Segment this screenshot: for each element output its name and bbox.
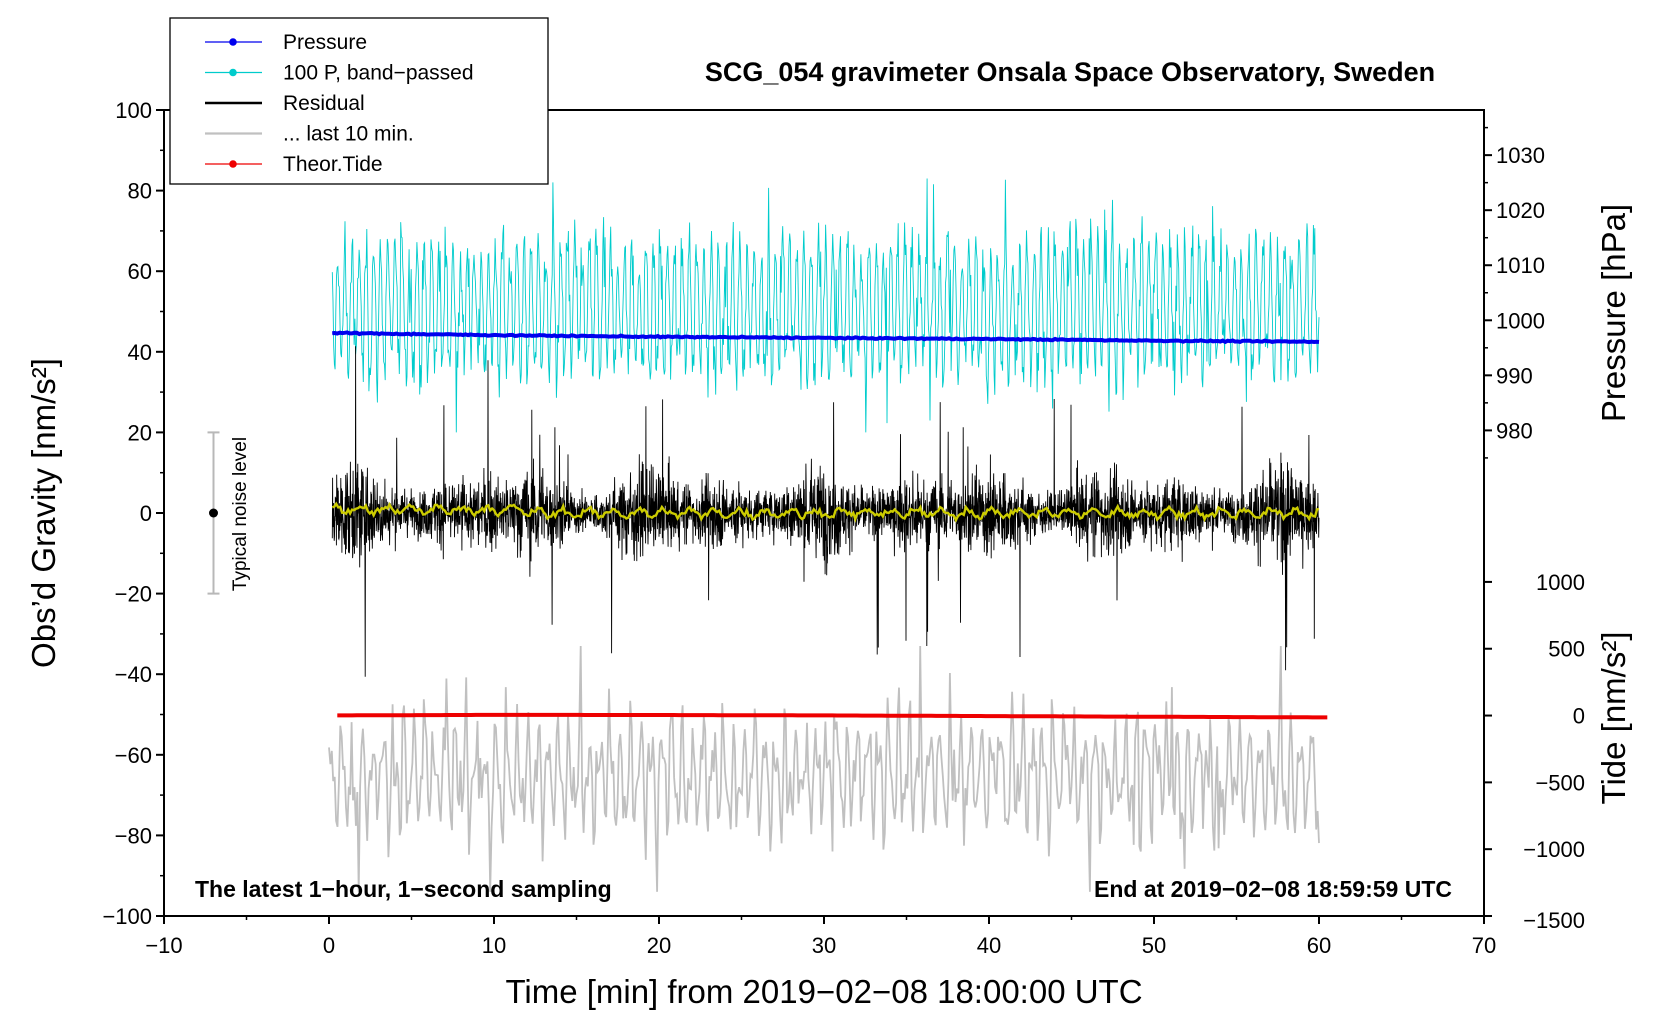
y-tick-label: −80 — [115, 823, 152, 848]
y-tick-label: 0 — [140, 501, 152, 526]
y-tick-label: −60 — [115, 743, 152, 768]
pressure-series — [332, 330, 1320, 345]
tide-tick-label: −1500 — [1523, 908, 1585, 933]
legend-marker — [229, 160, 237, 168]
noise-level-label: Typical noise level — [230, 437, 251, 591]
tide-tick-label: 500 — [1548, 637, 1585, 662]
y-axis-pressure-title: Pressure [hPa] — [1595, 204, 1632, 422]
y-tick-label: 100 — [115, 98, 152, 123]
legend: Pressure 100 P, band−passed Residual ... la… — [169, 17, 549, 185]
pressure-tick-label: 1000 — [1496, 308, 1545, 333]
tide-tick-label: −500 — [1535, 770, 1585, 795]
y-axis-left: −100 −80 −60 −40 −20 0 20 40 60 80 100 — [102, 98, 164, 929]
y-tick-label: 80 — [128, 179, 152, 204]
last-10-min-series — [328, 645, 1320, 892]
legend-marker — [229, 68, 237, 77]
x-tick-label: 50 — [1142, 933, 1166, 958]
x-tick-label: 0 — [323, 933, 335, 958]
smoothed-residual-series — [331, 501, 1320, 523]
last-10-min-line — [328, 645, 1320, 892]
legend-label: ... last 10 min. — [283, 123, 414, 146]
x-tick-label: 20 — [647, 933, 671, 958]
x-tick-label: 60 — [1307, 933, 1331, 958]
legend-label: Theor.Tide — [283, 153, 383, 176]
pressure-dots — [332, 331, 1317, 343]
y-axis-left-title: Obs’d Gravity [nm/s²] — [25, 358, 62, 668]
x-axis-title: Time [min] from 2019−02−08 18:00:00 UTC — [505, 973, 1142, 1010]
y-tick-label: 60 — [128, 259, 152, 284]
band-passed-pressure-series — [331, 178, 1320, 433]
x-axis: −10 0 10 20 30 40 50 60 70 — [145, 916, 1496, 958]
tide-tick-label: −1000 — [1523, 837, 1585, 862]
y-axis-tide: −1500 −1000 −500 0 500 1000 — [1484, 570, 1585, 933]
smoothed-residual-line — [331, 501, 1320, 523]
y-tick-label: −100 — [102, 904, 152, 929]
y-tick-label: 40 — [128, 340, 152, 365]
y-tick-label: 20 — [128, 420, 152, 445]
y-axis-tide-title: Tide [nm/s²] — [1595, 632, 1632, 805]
legend-label: Pressure — [283, 31, 367, 54]
pressure-tick-label: 980 — [1496, 418, 1533, 443]
x-tick-label: 40 — [977, 933, 1001, 958]
chart-title: SCG_054 gravimeter Onsala Space Observat… — [705, 57, 1435, 87]
y-tick-label: −20 — [115, 582, 152, 607]
x-tick-label: 70 — [1472, 933, 1496, 958]
pressure-tick-label: 1030 — [1496, 143, 1545, 168]
noise-level-dot — [209, 508, 218, 518]
y-axis-pressure: 980 990 1000 1010 1020 1030 — [1484, 126, 1545, 459]
pressure-tick-label: 1020 — [1496, 198, 1545, 223]
x-tick-label: 30 — [812, 933, 836, 958]
theoretical-tide-series — [337, 712, 1328, 720]
pressure-tick-label: 990 — [1496, 363, 1533, 388]
legend-label: 100 P, band−passed — [283, 62, 474, 85]
band-passed-pressure-line — [331, 178, 1320, 433]
theoretical-tide-line — [337, 712, 1328, 720]
tide-tick-label: 0 — [1573, 704, 1585, 729]
x-tick-label: 10 — [482, 933, 506, 958]
x-tick-label: −10 — [145, 933, 182, 958]
legend-label: Residual — [283, 92, 365, 115]
pressure-tick-label: 1010 — [1496, 253, 1545, 278]
noise-level-indicator: Typical noise level — [207, 431, 251, 595]
y-tick-label: −40 — [115, 662, 152, 687]
end-time-note: End at 2019−02−08 18:59:59 UTC — [1094, 876, 1452, 902]
tide-tick-label: 1000 — [1536, 570, 1585, 595]
legend-marker — [229, 38, 237, 46]
sampling-note: The latest 1−hour, 1−second sampling — [195, 876, 612, 902]
